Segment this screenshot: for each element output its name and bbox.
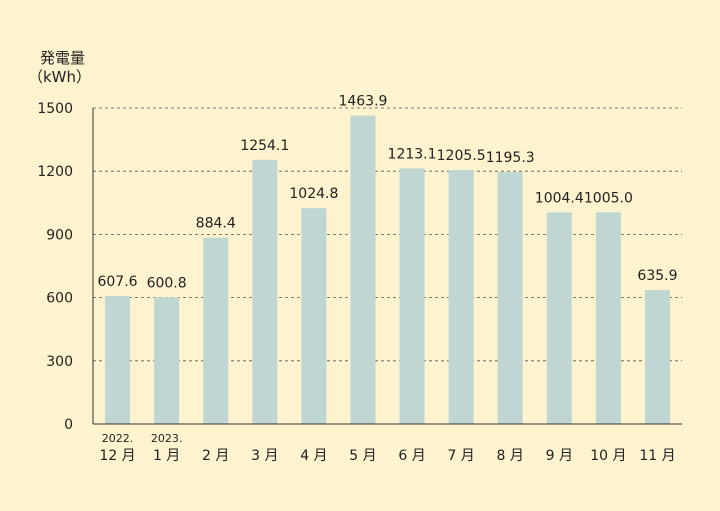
bar (497, 172, 523, 424)
x-tick-labels: 2022. 12 月 2023. 1 月 2 月 3 月 4 月 5 月 6 月 7 月 8 月 9 … (99, 432, 675, 464)
gridlines (93, 107, 682, 362)
data-label: 1195.3 (486, 150, 535, 166)
bar (105, 295, 131, 424)
x-tick-label: 8 月 (497, 448, 524, 464)
data-label: 1254.1 (240, 138, 289, 154)
data-label: 1005.0 (584, 190, 633, 206)
data-label: 635.9 (637, 268, 677, 284)
x-tick-label: 5 月 (349, 448, 376, 464)
data-label: 1024.8 (289, 186, 338, 202)
bar (644, 290, 670, 424)
x-tick-label: 9 月 (546, 448, 573, 464)
bar (252, 159, 278, 425)
y-tick-labels: 0 300 600 900 1200 1500 (37, 101, 73, 433)
data-label: 607.6 (97, 274, 137, 290)
data-label: 884.4 (196, 216, 236, 232)
bars (105, 115, 670, 425)
bar (350, 115, 376, 424)
data-label: 1004.4 (535, 190, 584, 206)
x-tick-label: 10 月 (590, 448, 626, 464)
y-tick-label: 1500 (37, 101, 73, 117)
y-tick-label: 300 (46, 354, 73, 370)
data-label: 600.8 (147, 275, 187, 291)
x-tick-label: 11 月 (639, 448, 675, 464)
y-tick-label: 0 (64, 417, 73, 433)
bar (448, 170, 474, 424)
y-tick-label: 900 (46, 227, 73, 243)
x-tick-label: 7 月 (447, 448, 474, 464)
x-tick-label: 12 月 (99, 448, 135, 464)
y-axis-title: 発電量 (40, 49, 85, 67)
y-axis-unit: （kWh） (28, 68, 91, 86)
x-tick-year: 2022. (102, 432, 134, 445)
x-tick-label: 6 月 (398, 448, 425, 464)
bar (301, 208, 327, 424)
y-tick-label: 1200 (37, 164, 73, 180)
data-label: 1205.5 (437, 148, 486, 164)
x-tick-label: 4 月 (300, 448, 327, 464)
data-label: 1463.9 (338, 94, 387, 110)
x-tick-label: 1 月 (153, 448, 180, 464)
x-tick-label: 2 月 (202, 448, 229, 464)
axes (92, 108, 682, 425)
bar (399, 168, 425, 424)
bar (154, 297, 180, 424)
bar (546, 212, 572, 424)
bar (203, 237, 229, 424)
x-tick-year: 2023. (151, 432, 183, 445)
y-tick-label: 600 (46, 291, 73, 307)
bar (595, 212, 621, 424)
data-label: 1213.1 (388, 146, 437, 162)
x-tick-label: 3 月 (251, 448, 278, 464)
